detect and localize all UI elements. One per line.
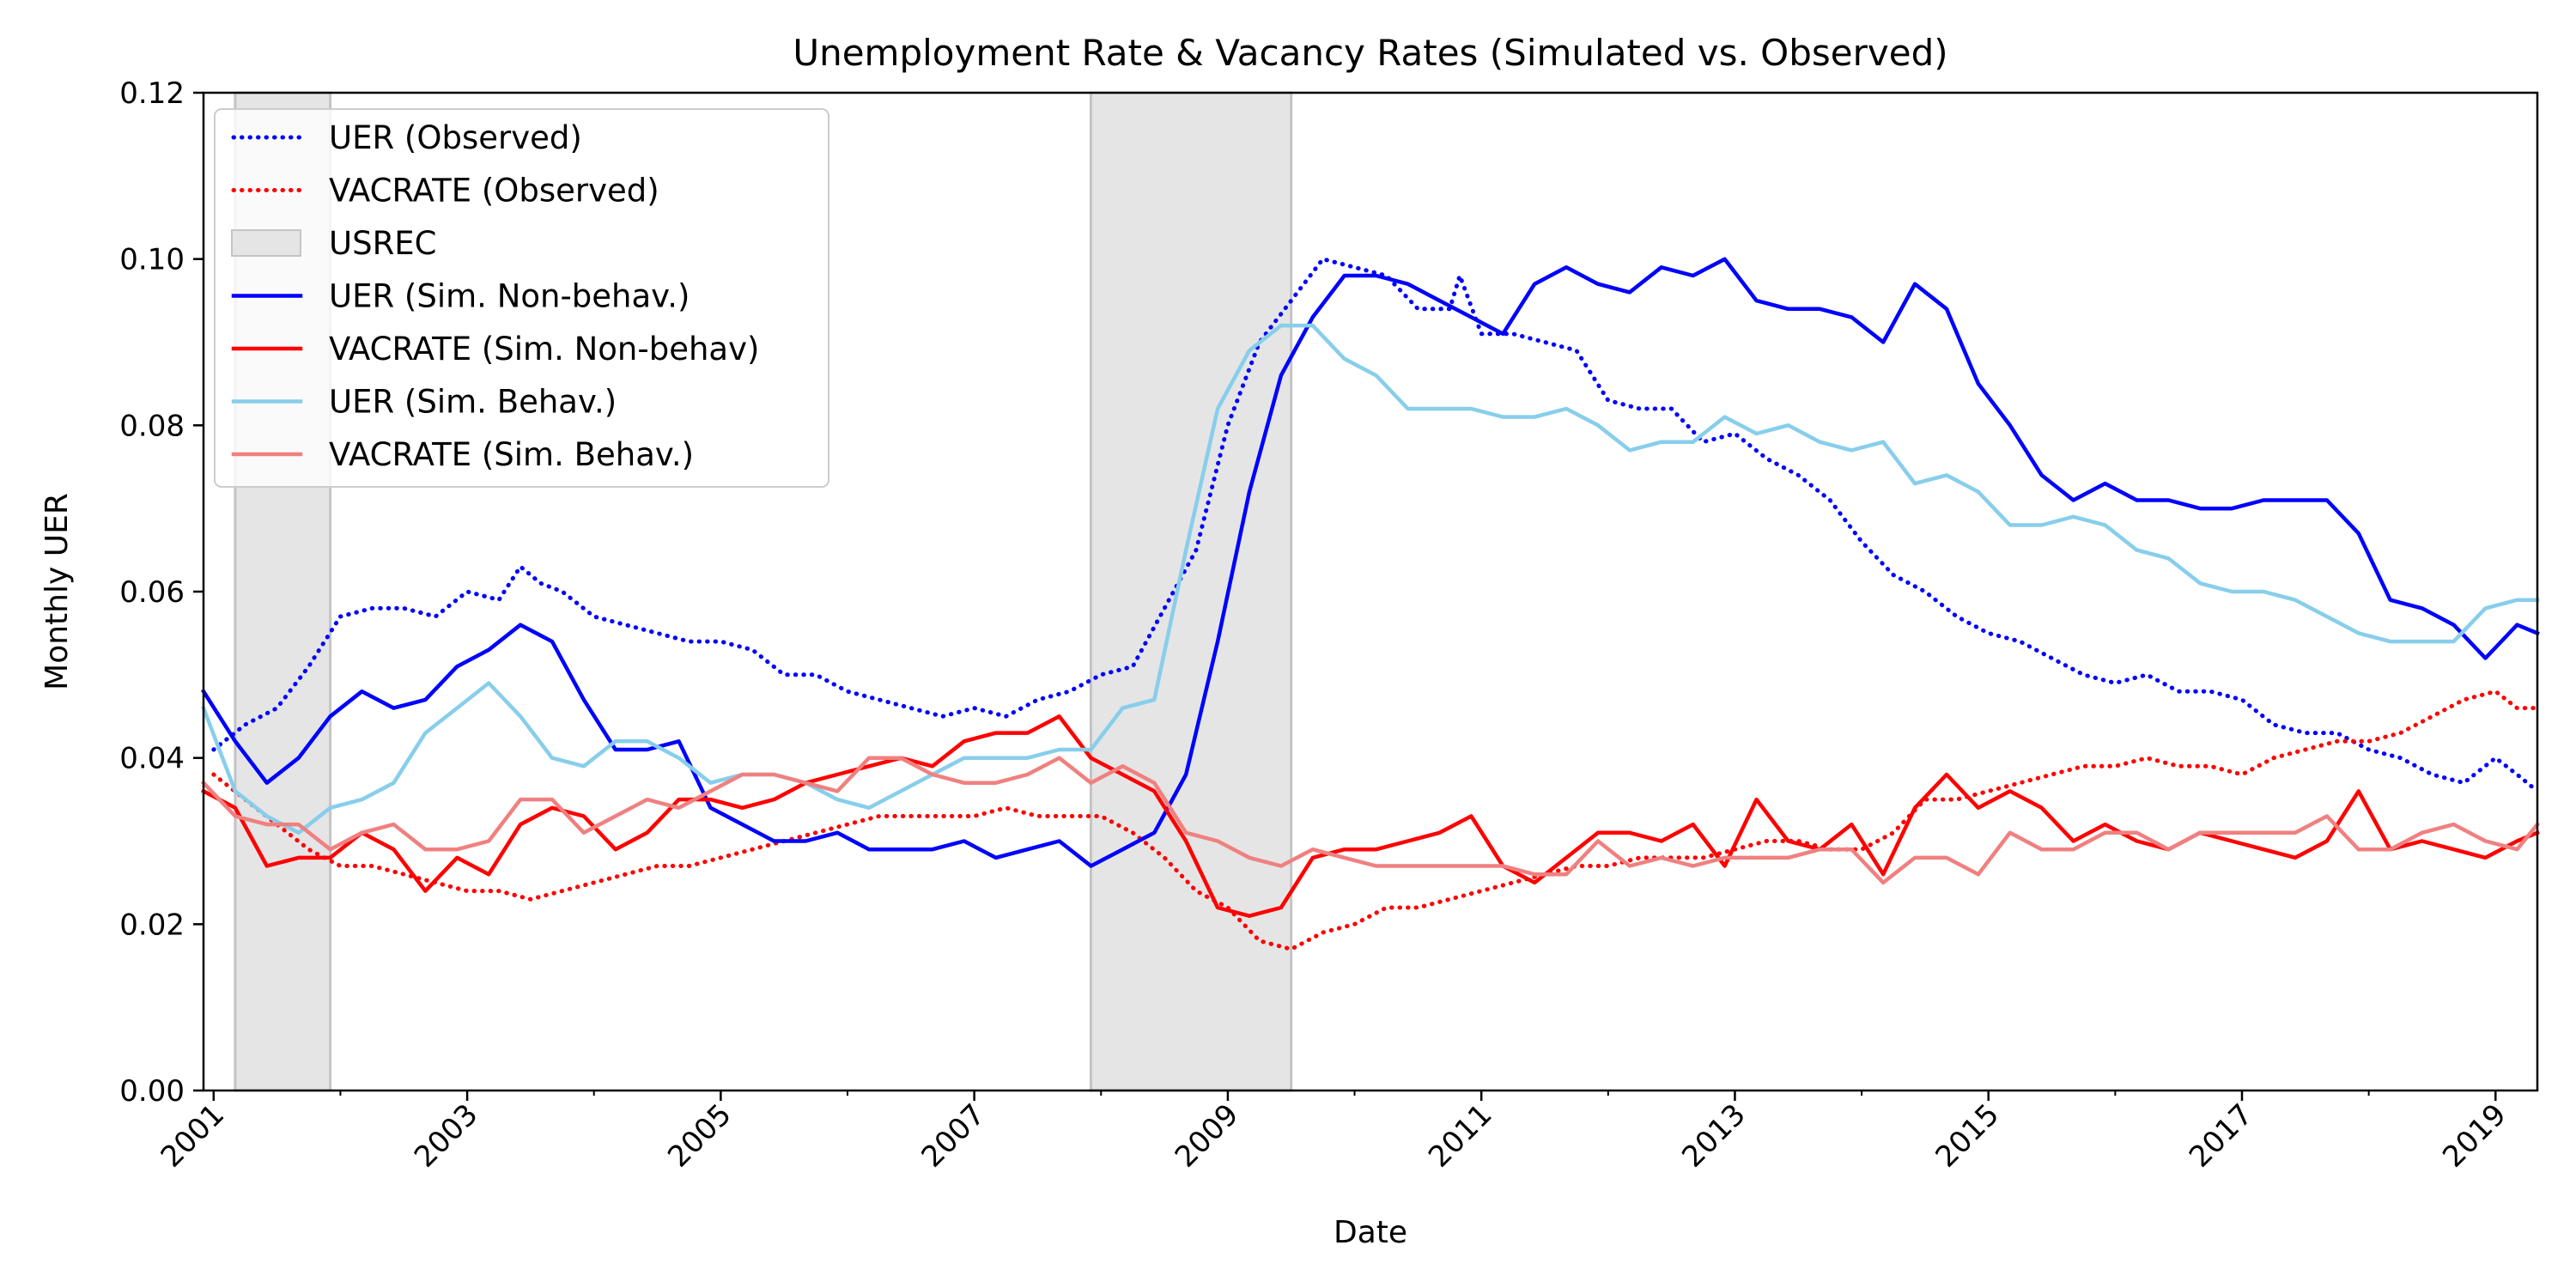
legend-label: VACRATE (Observed) (329, 173, 659, 210)
legend-entry-uer-sim-non-behav: UER (Sim. Non-behav.) (231, 278, 690, 315)
y-tick-label: 0.12 (119, 76, 185, 111)
y-tick-label: 0.08 (119, 409, 185, 443)
legend-entry-uer-sim-behav: UER (Sim. Behav.) (231, 384, 617, 421)
legend-swatch-recession (231, 229, 301, 257)
y-axis: 0.00 0.02 0.04 0.06 0.08 0.10 0.12 (119, 76, 204, 1109)
legend-label: UER (Observed) (329, 119, 582, 156)
series-line-vacrate-sim-behav (200, 756, 2541, 885)
y-tick-label: 0.06 (119, 575, 185, 610)
y-axis-label: Monthly UER (39, 493, 75, 690)
series-line-uer-observed (211, 257, 2540, 793)
x-axis-label: Date (1334, 1215, 1407, 1250)
chart-title: Unemployment Rate & Vacancy Rates (Simul… (793, 32, 1947, 74)
legend-entry-usrec: USREC (231, 225, 437, 262)
y-tick-label: 0.00 (119, 1074, 185, 1109)
series-line-uer-sim-behav (201, 323, 2540, 835)
legend-entry-vacrate-sim-non-behav: VACRATE (Sim. Non-behav) (231, 331, 759, 368)
legend-label: UER (Sim. Non-behav.) (329, 278, 690, 315)
legend-entry-vacrate-sim-behav: VACRATE (Sim. Behav.) (231, 436, 694, 473)
legend-label: VACRATE (Sim. Non-behav) (329, 331, 759, 368)
legend-entry-vacrate-observed: VACRATE (Observed) (231, 173, 659, 210)
legend: UER (Observed) VACRATE (Observed) USREC UER… (214, 108, 829, 488)
series-line-uer-sim-non-behav (200, 257, 2540, 868)
y-tick-label: 0.10 (119, 243, 185, 277)
legend-label: UER (Sim. Behav.) (329, 384, 617, 421)
series-lines (200, 257, 2541, 951)
legend-entry-uer-observed: UER (Observed) (231, 119, 582, 156)
legend-box (214, 108, 829, 488)
legend-label: VACRATE (Sim. Behav.) (329, 436, 694, 473)
y-tick-label: 0.02 (119, 908, 185, 942)
y-tick-label: 0.04 (119, 742, 185, 776)
legend-label: USREC (329, 225, 437, 262)
